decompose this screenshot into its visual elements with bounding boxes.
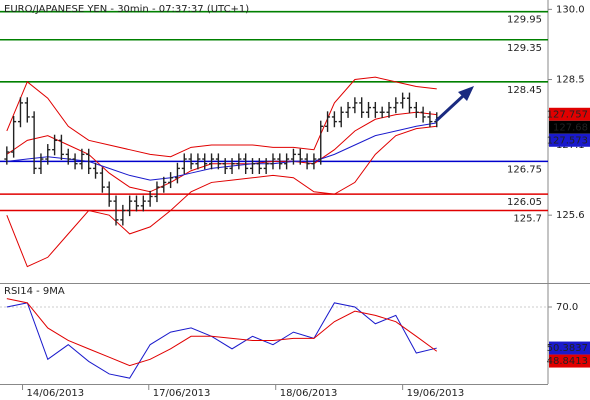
- y-tick-label: 70.0: [556, 302, 578, 313]
- price-tag-label: 127.68: [553, 122, 588, 133]
- price-tag-label: 48.8413: [547, 356, 588, 367]
- indicator-line: [6, 125, 437, 268]
- indicator-line: [6, 302, 437, 379]
- level-label: 126.05: [507, 197, 542, 208]
- price-tag: [549, 354, 590, 368]
- plot-layer: 130.0128.5127.1125.614/06/201317/06/2013…: [0, 4, 590, 399]
- x-tick-label: 18/06/2013: [280, 388, 338, 399]
- indicator-line: [6, 76, 437, 158]
- chart-title: EURO/JAPANESE YEN - 30min - 07:37:37 (UT…: [4, 4, 249, 15]
- price-tag: [549, 120, 590, 134]
- level-label: 129.95: [507, 15, 542, 26]
- y-tick-label: 128.5: [556, 75, 585, 86]
- price-tag: [549, 341, 590, 355]
- indicator-title: RSI14 - 9MA: [4, 286, 65, 297]
- level-label: 129.35: [507, 43, 542, 54]
- price-tag: [549, 107, 590, 121]
- level-label: 126.75: [507, 164, 542, 175]
- indicator-line: [6, 122, 437, 181]
- x-tick-label: 17/06/2013: [153, 388, 211, 399]
- indicator-line: [6, 298, 438, 367]
- trend-arrow: [434, 94, 465, 123]
- y-tick-label: 130.0: [556, 4, 585, 15]
- level-label: 128.45: [507, 85, 542, 96]
- trend-arrow-head: [458, 86, 474, 101]
- x-tick-label: 19/06/2013: [407, 388, 465, 399]
- indicator-line: [6, 111, 437, 193]
- price-tag-label: 127.757: [547, 109, 588, 120]
- price-tag: [549, 133, 590, 147]
- price-tag-label: 127.573: [547, 135, 588, 146]
- x-tick-label: 14/06/2013: [27, 388, 85, 399]
- y-tick-label: 125.6: [556, 210, 585, 221]
- level-label: 125.7: [513, 213, 542, 224]
- price-tag-label: 50.3837: [547, 343, 588, 354]
